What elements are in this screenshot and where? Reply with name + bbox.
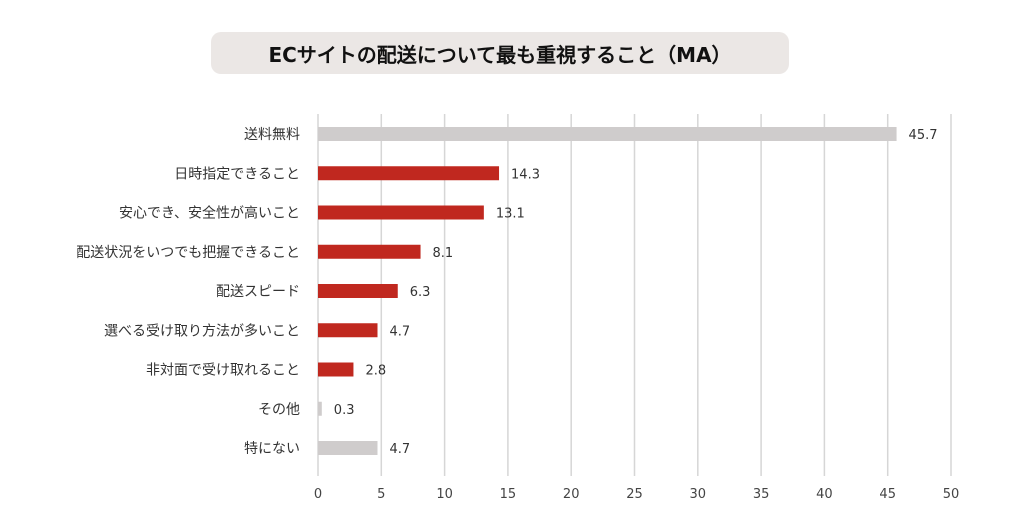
category-label: 特にない — [244, 441, 300, 457]
bar — [318, 166, 500, 181]
x-tick-label: 35 — [753, 487, 770, 502]
value-label: 13.1 — [496, 207, 525, 222]
x-tick-label: 50 — [943, 487, 960, 502]
x-tick-label: 5 — [377, 487, 385, 502]
category-label: 配送状況をいつでも把握できること — [76, 245, 300, 261]
value-label: 2.8 — [365, 364, 386, 379]
bar — [318, 127, 897, 141]
x-tick-label: 45 — [879, 487, 896, 502]
bar — [318, 362, 354, 377]
bar — [318, 205, 484, 220]
bar — [318, 244, 421, 259]
category-label: 選べる受け取り方法が多いこと — [104, 322, 300, 339]
bar — [318, 323, 378, 338]
chart-title-box: ECサイトの配送について最も重視すること（MA） — [211, 32, 789, 74]
value-label: 8.1 — [433, 246, 454, 261]
bar — [318, 441, 378, 455]
category-label: その他 — [258, 402, 300, 418]
chart-title: ECサイトの配送について最も重視すること（MA） — [268, 42, 732, 67]
bar — [318, 401, 322, 416]
value-label: 4.7 — [390, 442, 411, 457]
x-tick-label: 25 — [626, 487, 643, 502]
x-tick-label: 20 — [563, 487, 580, 502]
category-label: 配送スピード — [216, 284, 300, 300]
bar — [318, 284, 398, 298]
value-label: 4.7 — [390, 324, 411, 339]
x-tick-label: 0 — [314, 487, 322, 502]
value-label: 0.3 — [334, 403, 355, 418]
category-label: 日時指定できること — [174, 166, 300, 182]
x-tick-label: 15 — [500, 487, 517, 502]
category-label: 非対面で受け取れること — [146, 363, 300, 379]
value-label: 14.3 — [511, 167, 540, 182]
x-tick-label: 10 — [436, 487, 453, 502]
value-label: 45.7 — [909, 128, 938, 143]
category-label: 安心でき、安全性が高いこと — [119, 205, 300, 222]
category-label: 送料無料 — [244, 127, 300, 143]
x-tick-label: 30 — [690, 487, 707, 502]
value-label: 6.3 — [410, 285, 431, 300]
x-tick-label: 40 — [816, 487, 833, 502]
